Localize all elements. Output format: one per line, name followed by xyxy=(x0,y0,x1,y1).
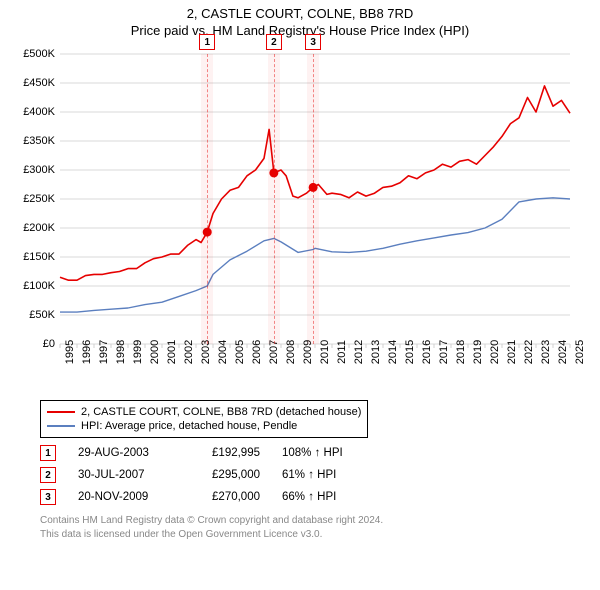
transaction-date: 20-NOV-2009 xyxy=(78,491,168,503)
x-axis-tick-label: 2000 xyxy=(149,340,161,364)
x-axis-tick-label: 2013 xyxy=(370,340,382,364)
x-axis-tick-label: 2003 xyxy=(200,340,212,364)
x-axis-tick-label: 2002 xyxy=(183,340,195,364)
transaction-delta: 108% ↑ HPI xyxy=(282,447,372,459)
y-axis-tick-label: £250K xyxy=(23,193,55,205)
legend-swatch xyxy=(47,425,75,427)
x-axis-tick-label: 2022 xyxy=(523,340,535,364)
transaction-price: £270,000 xyxy=(190,491,260,503)
x-axis-tick-label: 2011 xyxy=(336,340,348,364)
x-axis-tick-label: 2006 xyxy=(251,340,263,364)
legend-label: HPI: Average price, detached house, Pend… xyxy=(81,420,297,432)
transaction-row: 2 30-JUL-2007 £295,000 61% ↑ HPI xyxy=(40,464,372,486)
y-axis-tick-label: £200K xyxy=(23,222,55,234)
chart-legend: 2, CASTLE COURT, COLNE, BB8 7RD (detache… xyxy=(40,400,368,438)
y-axis-tick-label: £300K xyxy=(23,164,55,176)
legend-swatch xyxy=(47,411,75,413)
transaction-row: 3 20-NOV-2009 £270,000 66% ↑ HPI xyxy=(40,486,372,508)
y-axis-tick-label: £350K xyxy=(23,135,55,147)
x-axis-tick-label: 2010 xyxy=(319,340,331,364)
transaction-badge: 1 xyxy=(40,445,56,461)
transaction-badge: 3 xyxy=(40,489,56,505)
x-axis-tick-label: 2009 xyxy=(302,340,314,364)
transaction-delta: 61% ↑ HPI xyxy=(282,469,372,481)
x-axis-tick-label: 1999 xyxy=(132,340,144,364)
legend-item: 2, CASTLE COURT, COLNE, BB8 7RD (detache… xyxy=(47,405,361,419)
y-axis-tick-label: £150K xyxy=(23,251,55,263)
transaction-row: 1 29-AUG-2003 £192,995 108% ↑ HPI xyxy=(40,442,372,464)
x-axis-tick-label: 2008 xyxy=(285,340,297,364)
transactions-table: 1 29-AUG-2003 £192,995 108% ↑ HPI 2 30-J… xyxy=(40,442,372,508)
transaction-badge: 2 xyxy=(40,467,56,483)
x-axis-tick-label: 2014 xyxy=(387,340,399,364)
x-axis-tick-label: 2004 xyxy=(217,340,229,364)
transaction-price: £295,000 xyxy=(190,469,260,481)
y-axis-tick-label: £450K xyxy=(23,77,55,89)
x-axis-tick-label: 2018 xyxy=(455,340,467,364)
transaction-date: 29-AUG-2003 xyxy=(78,447,168,459)
sale-badge: 2 xyxy=(266,34,282,50)
footer-line-1: Contains HM Land Registry data © Crown c… xyxy=(40,514,383,528)
x-axis-tick-label: 2023 xyxy=(540,340,552,364)
transaction-delta: 66% ↑ HPI xyxy=(282,491,372,503)
legend-item: HPI: Average price, detached house, Pend… xyxy=(47,419,361,433)
x-axis-tick-label: 2017 xyxy=(438,340,450,364)
x-axis-tick-label: 2024 xyxy=(557,340,569,364)
x-axis-tick-label: 2020 xyxy=(489,340,501,364)
footer-line-2: This data is licensed under the Open Gov… xyxy=(40,528,383,542)
x-axis-tick-label: 2015 xyxy=(404,340,416,364)
x-axis-tick-label: 2021 xyxy=(506,340,518,364)
x-axis-tick-label: 2001 xyxy=(166,340,178,364)
x-axis-tick-label: 2012 xyxy=(353,340,365,364)
x-axis-tick-label: 1995 xyxy=(64,340,76,364)
x-axis-tick-label: 2007 xyxy=(268,340,280,364)
legend-label: 2, CASTLE COURT, COLNE, BB8 7RD (detache… xyxy=(81,406,361,418)
title-line-1: 2, CASTLE COURT, COLNE, BB8 7RD xyxy=(131,6,469,21)
x-axis-tick-label: 1998 xyxy=(115,340,127,364)
price-chart: £0 £50K £100K £150K £200K £250K £300K £350K £400… xyxy=(20,44,580,394)
y-axis-tick-label: £100K xyxy=(23,280,55,292)
x-axis-tick-label: 2019 xyxy=(472,340,484,364)
sale-badge: 1 xyxy=(199,34,215,50)
x-axis-tick-label: 1996 xyxy=(81,340,93,364)
transaction-date: 30-JUL-2007 xyxy=(78,469,168,481)
y-axis-tick-label: £400K xyxy=(23,106,55,118)
x-axis-tick-label: 2025 xyxy=(574,340,586,364)
sale-badge: 3 xyxy=(305,34,321,50)
y-axis-tick-label: £500K xyxy=(23,48,55,60)
x-axis-tick-label: 2016 xyxy=(421,340,433,364)
x-axis-tick-label: 1997 xyxy=(98,340,110,364)
attribution-footer: Contains HM Land Registry data © Crown c… xyxy=(40,514,383,541)
title-line-2: Price paid vs. HM Land Registry's House … xyxy=(131,23,469,38)
y-axis-tick-label: £0 xyxy=(43,338,55,350)
y-axis-tick-label: £50K xyxy=(29,309,55,321)
chart-title: 2, CASTLE COURT, COLNE, BB8 7RD Price pa… xyxy=(131,0,469,42)
transaction-price: £192,995 xyxy=(190,447,260,459)
x-axis-tick-label: 2005 xyxy=(234,340,246,364)
